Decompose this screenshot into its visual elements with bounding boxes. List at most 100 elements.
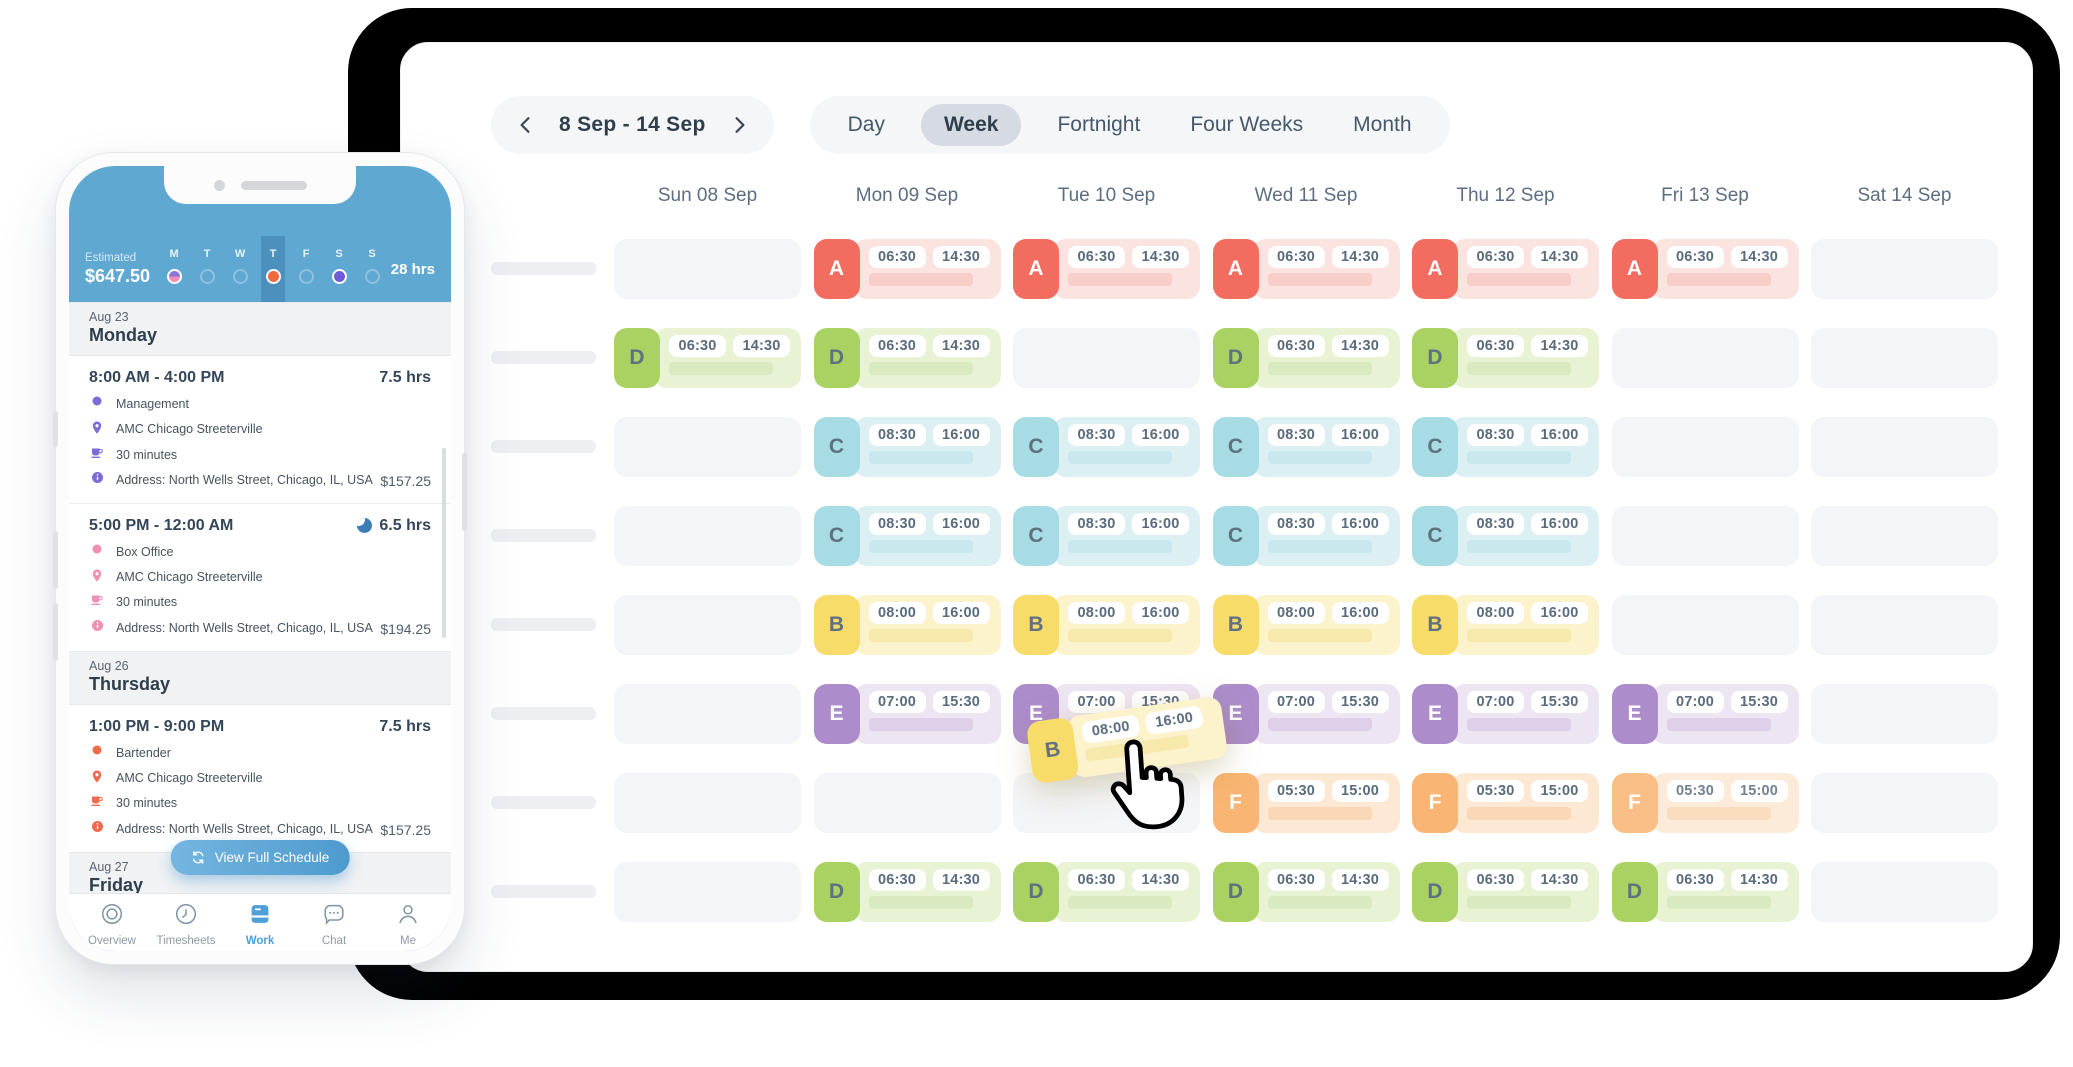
prev-period-button[interactable]	[517, 116, 533, 134]
shift-card-d[interactable]: D 06:30 14:30	[1013, 862, 1200, 922]
next-period-button[interactable]	[732, 116, 748, 134]
shift-card-d[interactable]: D 06:30 14:30	[813, 862, 1001, 922]
end-time-pill: 16:00	[932, 424, 990, 446]
tab-month[interactable]: Month	[1353, 113, 1412, 136]
shift-card-c[interactable]: C 08:30 16:00	[1412, 417, 1599, 477]
week-day[interactable]: F	[294, 236, 318, 302]
shift-card-b[interactable]: B 08:00 16:00	[1013, 595, 1200, 655]
empty-slot[interactable]	[614, 862, 801, 922]
shift-card-e[interactable]: E 07:00 15:30	[1611, 684, 1799, 744]
nav-item-overview[interactable]: Overview	[75, 901, 149, 951]
shift-duration-bar	[1666, 273, 1771, 286]
shift-card-d[interactable]: D 06:30 14:30	[1611, 862, 1799, 922]
empty-slot[interactable]	[614, 773, 801, 833]
shift-card-f[interactable]: F 05:30 15:00	[1212, 773, 1400, 833]
shift-card-e[interactable]: E 07:00 15:30	[813, 684, 1001, 744]
empty-slot[interactable]	[813, 773, 1001, 833]
tab-fortnight[interactable]: Fortnight	[1057, 113, 1141, 136]
shift-location: AMC Chicago Streeterville	[116, 771, 263, 786]
tab-week[interactable]: Week	[920, 104, 1022, 146]
shift-card-d[interactable]: D 06:30 14:30	[614, 328, 801, 388]
shift-card-d[interactable]: D 06:30 14:30	[1212, 862, 1400, 922]
empty-slot[interactable]	[614, 506, 801, 566]
shift-card-a[interactable]: A 06:30 14:30	[1212, 239, 1400, 299]
shift-card-c[interactable]: C 08:30 16:00	[1212, 506, 1400, 566]
start-time-pill: 08:30	[1467, 513, 1524, 535]
shift-card-c[interactable]: C 08:30 16:00	[813, 506, 1001, 566]
empty-slot[interactable]	[1611, 595, 1799, 655]
end-time-pill: 15:00	[1331, 780, 1389, 802]
empty-slot[interactable]	[1611, 506, 1799, 566]
shift-card-e[interactable]: E 07:00 15:30	[1212, 684, 1400, 744]
shift-card-c[interactable]: C 08:30 16:00	[1212, 417, 1400, 477]
shift-item[interactable]: 8:00 AM - 4:00 PM 7.5 hrs Management AMC Ch…	[69, 356, 451, 503]
nav-item-me[interactable]: Me	[371, 901, 445, 951]
shift-card-c[interactable]: C 08:30 16:00	[1013, 417, 1200, 477]
shift-role-badge: E	[813, 684, 860, 744]
shift-card-b[interactable]: B 08:00 16:00	[813, 595, 1001, 655]
shift-item[interactable]: 5:00 PM - 12:00 AM 6.5 hrs Box Office AMC C…	[69, 504, 451, 651]
week-day[interactable]: S	[360, 236, 384, 302]
week-day[interactable]: S	[327, 236, 351, 302]
end-time-pill: 14:30	[1132, 246, 1189, 268]
shift-duration-bar	[868, 718, 973, 731]
shift-card-d[interactable]: D 06:30 14:30	[1412, 862, 1599, 922]
shift-card-a[interactable]: A 06:30 14:30	[1611, 239, 1799, 299]
shift-card-c[interactable]: C 08:30 16:00	[1013, 506, 1200, 566]
shift-card-times: 08:30 16:00	[1267, 424, 1394, 464]
chevron-right-icon	[735, 117, 745, 133]
empty-slot[interactable]	[1611, 328, 1799, 388]
start-time-pill: 08:30	[868, 513, 926, 535]
end-time-pill: 15:30	[1331, 691, 1389, 713]
week-day[interactable]: M	[162, 236, 186, 302]
nav-item-timesheets[interactable]: Timesheets	[149, 901, 223, 951]
scrollbar[interactable]	[442, 448, 446, 638]
empty-slot[interactable]	[1811, 328, 1998, 388]
end-time-pill: 14:30	[1531, 869, 1588, 891]
shift-card-c[interactable]: C 08:30 16:00	[1412, 506, 1599, 566]
shift-card-c[interactable]: C 08:30 16:00	[813, 417, 1001, 477]
schedule-grid: A 06:30 14:30 A 06:30 14:30 A 06:30 14:30 A 06:30 1…	[614, 239, 1998, 922]
shift-card-a[interactable]: A 06:30 14:30	[813, 239, 1001, 299]
start-time-pill: 05:30	[1467, 780, 1524, 802]
shift-item[interactable]: 1:00 PM - 9:00 PM 7.5 hrs Bartender AMC Chi…	[69, 705, 451, 852]
empty-slot[interactable]	[1811, 417, 1998, 477]
bottom-nav: Overview Timesheets Work Chat Me	[69, 893, 451, 951]
empty-slot[interactable]	[614, 684, 801, 744]
shift-card-e[interactable]: E 07:00 15:30	[1412, 684, 1599, 744]
shift-card-b[interactable]: B 08:00 16:00	[1212, 595, 1400, 655]
empty-slot[interactable]	[1811, 773, 1998, 833]
break-cup-icon	[89, 446, 105, 460]
shift-card-b[interactable]: B 08:00 16:00	[1412, 595, 1599, 655]
empty-slot[interactable]	[1611, 417, 1799, 477]
empty-slot[interactable]	[1811, 595, 1998, 655]
shift-card-f[interactable]: F 05:30 15:00	[1611, 773, 1799, 833]
week-day[interactable]: T	[261, 236, 286, 302]
empty-slot[interactable]	[614, 595, 801, 655]
empty-slot[interactable]	[1811, 239, 1998, 299]
empty-slot[interactable]	[614, 417, 801, 477]
empty-slot[interactable]	[614, 239, 801, 299]
shift-card-d[interactable]: D 06:30 14:30	[1212, 328, 1400, 388]
tab-four-weeks[interactable]: Four Weeks	[1190, 113, 1304, 136]
nav-item-work[interactable]: Work	[223, 901, 297, 951]
shift-card-d[interactable]: D 06:30 14:30	[813, 328, 1001, 388]
view-full-schedule-button[interactable]: View Full Schedule	[170, 840, 350, 875]
tab-day[interactable]: Day	[847, 113, 885, 136]
empty-slot[interactable]	[1811, 506, 1998, 566]
empty-slot[interactable]	[1811, 684, 1998, 744]
week-day[interactable]: T	[195, 236, 219, 302]
time-pills: 06:30 14:30	[1666, 869, 1793, 891]
nav-item-chat[interactable]: Chat	[297, 901, 371, 951]
end-time-pill: 14:30	[932, 869, 990, 891]
shift-card-a[interactable]: A 06:30 14:30	[1013, 239, 1200, 299]
time-pills: 06:30 14:30	[868, 335, 995, 357]
shift-role-badge: B	[1013, 595, 1059, 655]
shift-card-a[interactable]: A 06:30 14:30	[1412, 239, 1599, 299]
shift-card-f[interactable]: F 05:30 15:00	[1412, 773, 1599, 833]
empty-slot[interactable]	[1013, 328, 1200, 388]
week-day[interactable]: W	[228, 236, 252, 302]
shift-card-d[interactable]: D 06:30 14:30	[1412, 328, 1599, 388]
empty-slot[interactable]	[1811, 862, 1998, 922]
phone-side-button	[462, 453, 467, 531]
